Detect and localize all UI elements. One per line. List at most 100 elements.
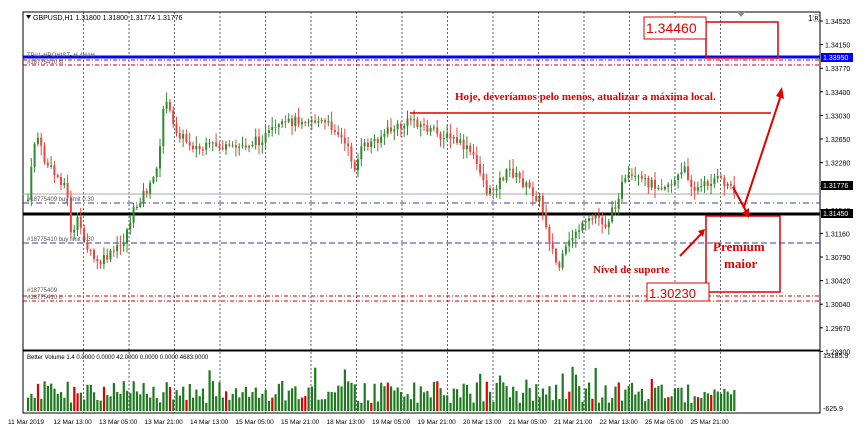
candle-body <box>515 172 518 178</box>
candle-body <box>274 126 277 128</box>
volume-bar <box>710 394 713 411</box>
candle-body <box>135 206 138 208</box>
current-price-tag <box>821 181 853 190</box>
volume-bar <box>479 373 482 411</box>
candle-body <box>231 145 234 147</box>
volume-bar <box>360 402 363 411</box>
candle-body <box>670 184 673 186</box>
volume-bar <box>192 397 195 411</box>
down-arrow-line[interactable] <box>732 186 748 214</box>
volume-bar <box>459 397 462 411</box>
up-arrow-line[interactable] <box>743 91 783 208</box>
candle-body <box>284 121 287 123</box>
candle-body <box>30 166 33 200</box>
candle-body <box>241 145 244 147</box>
volume-bar <box>495 383 498 411</box>
time-axis[interactable]: 11 Mar 2019 12 Mar 13:00 13 Mar 05:00 13 Ma… <box>8 419 729 426</box>
candle-body <box>112 250 115 252</box>
candle-body <box>601 217 604 225</box>
current-price-text: 1.31776 <box>823 183 848 190</box>
candle-body <box>185 134 188 143</box>
volume-bar <box>729 394 733 411</box>
zoom-marker[interactable]: 1Ⓡ <box>808 14 820 23</box>
volume-bar <box>713 389 716 411</box>
candle-body <box>60 176 62 186</box>
candle-body <box>50 165 53 167</box>
candle-body <box>512 168 515 178</box>
candle-body <box>244 145 247 148</box>
candle-body <box>27 199 29 201</box>
candle-body <box>657 187 660 189</box>
volume-bar <box>654 387 657 411</box>
volume-bar <box>122 381 125 411</box>
bottom-price-box[interactable] <box>646 282 710 302</box>
candle-body <box>723 177 726 186</box>
candle-body <box>99 261 102 265</box>
candle-body <box>333 130 336 133</box>
candle-body <box>419 124 422 127</box>
volume-bar <box>456 389 459 411</box>
volume-bar <box>413 382 416 411</box>
volume-bar <box>324 399 327 411</box>
premium-zone-box[interactable] <box>705 215 781 293</box>
volume-bar <box>502 382 505 411</box>
volume-bar <box>663 398 667 411</box>
volume-bar <box>350 382 353 411</box>
time-tick-label: 25 Mar 05:00 <box>645 419 684 426</box>
chart-header: GBPUSD,H1 1.31800 1.31800 1.31774 1.3177… <box>26 12 820 23</box>
candle-body <box>614 207 617 209</box>
volume-bar <box>621 400 624 411</box>
support-arrow-line[interactable] <box>679 231 704 257</box>
candle-body <box>660 187 663 190</box>
volume-bar <box>696 397 700 411</box>
volume-bar <box>716 391 719 411</box>
candle-body <box>492 188 495 191</box>
price-tick-label: 1.29670 <box>825 326 850 333</box>
volume-bar <box>472 402 475 411</box>
candle-body <box>271 126 274 130</box>
volume-bar <box>284 400 287 411</box>
volume-bar <box>545 394 548 411</box>
candle-body <box>139 203 142 207</box>
volume-bar <box>403 396 406 411</box>
volume-bar <box>63 397 66 411</box>
candle-body <box>469 145 472 152</box>
candle-body <box>93 249 95 259</box>
candle-body <box>406 118 409 126</box>
candle-body <box>178 133 181 139</box>
collapse-arrow-icon[interactable] <box>26 15 31 19</box>
volume-bar <box>211 381 214 411</box>
volume-bar <box>429 397 432 411</box>
volume-bar <box>584 388 587 411</box>
candle-body <box>327 121 330 123</box>
volume-bar <box>568 391 571 411</box>
top-price-box[interactable] <box>643 16 707 40</box>
volume-bar <box>617 382 620 411</box>
volume-bar <box>485 381 488 411</box>
candle-body <box>442 138 445 140</box>
volume-bar <box>446 395 449 411</box>
volume-bar <box>195 389 198 411</box>
candle-body <box>436 127 439 134</box>
volume-bar <box>469 393 472 411</box>
candle-body <box>380 136 383 143</box>
volume-bar <box>30 393 33 411</box>
volume-bar <box>644 401 647 411</box>
volume-bar <box>535 384 538 411</box>
premium-label-2: maior <box>724 256 757 271</box>
volume-bar <box>340 386 343 411</box>
shift-marker-icon[interactable] <box>737 12 745 17</box>
volume-bar <box>357 400 360 411</box>
bottom-order-label-2: #18775410 tl <box>27 295 62 301</box>
volume-bar <box>234 388 238 411</box>
time-tick-label: 22 Mar 13:00 <box>600 419 639 426</box>
volume-bar <box>327 391 330 411</box>
volume-bar <box>287 390 290 411</box>
bottom-order-label-1: #18775409 <box>27 288 58 294</box>
target-zone-box[interactable] <box>705 21 779 59</box>
volume-bar <box>185 399 188 411</box>
volume-bar <box>300 397 304 411</box>
candle-body <box>690 179 693 187</box>
